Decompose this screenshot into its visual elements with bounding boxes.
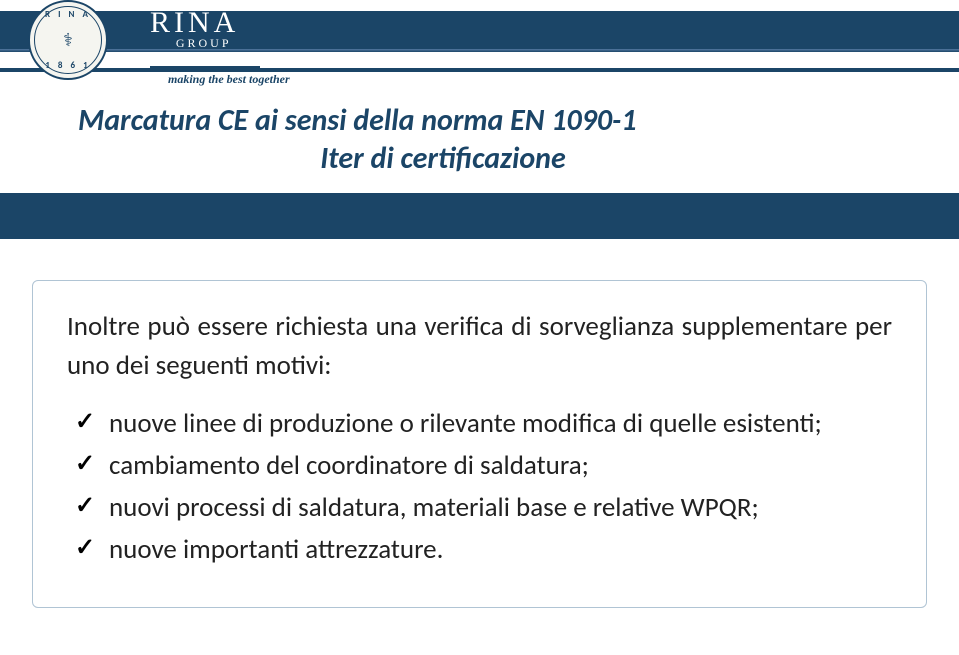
- list-item: nuove linee di produzione o rilevante mo…: [75, 403, 892, 445]
- brand-name: RINA: [150, 8, 239, 38]
- logo-bottom-text: 1 8 6 1: [35, 60, 101, 71]
- logo-top-text: R I N A: [35, 9, 101, 20]
- list-item: nuove importanti attrezzature.: [75, 529, 892, 571]
- header-band-top: [0, 11, 959, 49]
- content-box: Inoltre può essere richiesta una verific…: [32, 280, 927, 608]
- title-line-1: Marcatura CE ai sensi della norma EN 109…: [78, 102, 878, 140]
- separator-bar: [0, 193, 959, 239]
- brand-group: GROUP: [168, 36, 239, 51]
- header-gap: [0, 52, 959, 68]
- caduceus-icon: ⚕: [63, 29, 73, 51]
- list-item: nuovi processi di saldatura, materiali b…: [75, 487, 892, 529]
- brand-tagline: making the best together: [168, 72, 290, 87]
- title-line-2: Iter di certificazione: [8, 140, 878, 178]
- header-band-bottom: [0, 68, 959, 72]
- list-item: cambiamento del coordinatore di saldatur…: [75, 445, 892, 487]
- logo-inner-circle: R I N A ⚕ 1 8 6 1: [34, 6, 102, 74]
- slide-title: Marcatura CE ai sensi della norma EN 109…: [78, 102, 878, 177]
- logo-seal: R I N A ⚕ 1 8 6 1: [28, 0, 108, 80]
- lead-paragraph: Inoltre può essere richiesta una verific…: [67, 307, 892, 385]
- brand-block: RINA GROUP: [150, 8, 239, 51]
- brand-underline: [150, 66, 260, 68]
- bullet-list: nuove linee di produzione o rilevante mo…: [67, 403, 892, 570]
